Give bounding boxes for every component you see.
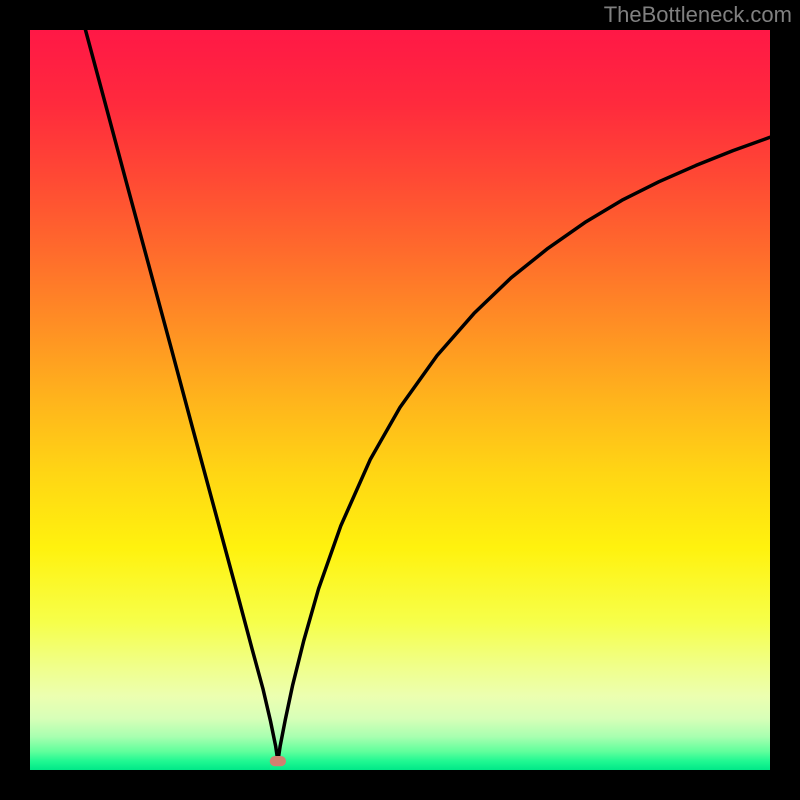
watermark-text: TheBottleneck.com	[604, 2, 792, 28]
bottleneck-chart	[30, 30, 770, 770]
optimal-point-marker	[270, 756, 286, 766]
chart-plot-area	[30, 30, 770, 770]
chart-background	[30, 30, 770, 770]
